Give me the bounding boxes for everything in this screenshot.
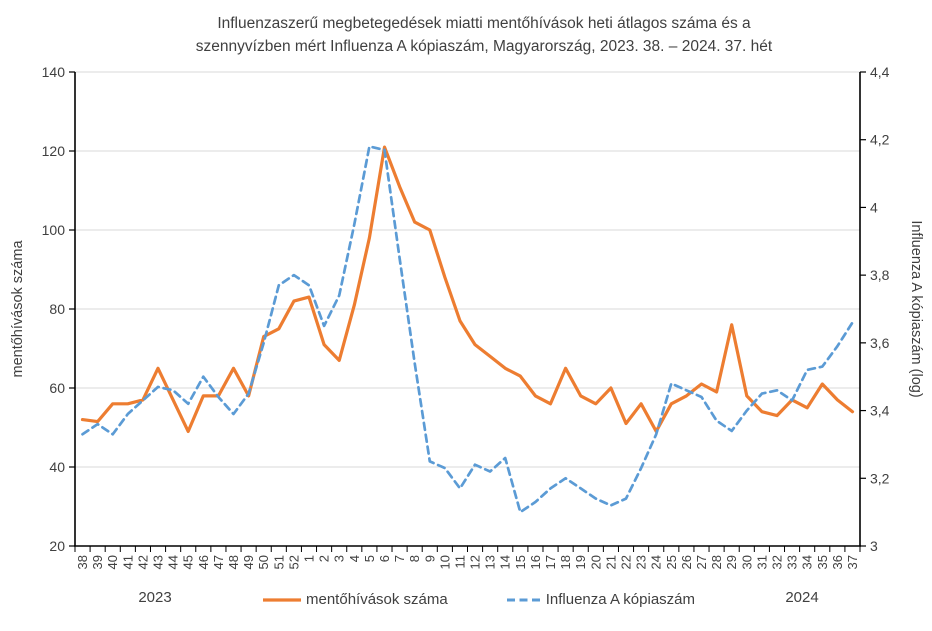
svg-text:33: 33 xyxy=(785,555,800,569)
svg-text:3,2: 3,2 xyxy=(870,470,890,486)
svg-text:42: 42 xyxy=(135,555,150,569)
svg-text:19: 19 xyxy=(573,555,588,569)
svg-text:12: 12 xyxy=(468,555,483,569)
svg-text:5: 5 xyxy=(362,555,377,562)
svg-text:7: 7 xyxy=(392,555,407,562)
svg-text:24: 24 xyxy=(649,555,664,569)
gridlines xyxy=(75,71,860,468)
series-mentohivasok xyxy=(80,145,855,433)
left-axis-title: mentőhívások száma xyxy=(10,240,26,378)
svg-text:13: 13 xyxy=(483,555,498,569)
svg-text:40: 40 xyxy=(49,459,65,475)
svg-text:3: 3 xyxy=(870,538,878,554)
svg-text:20: 20 xyxy=(588,555,603,569)
svg-text:3,6: 3,6 xyxy=(870,335,890,351)
svg-text:8: 8 xyxy=(407,555,422,562)
chart-title-line1: Influenzaszerű megbetegedések miatti men… xyxy=(217,15,751,32)
svg-text:36: 36 xyxy=(830,555,845,569)
svg-text:44: 44 xyxy=(166,555,181,569)
svg-text:46: 46 xyxy=(196,555,211,569)
svg-text:35: 35 xyxy=(815,555,830,569)
svg-text:45: 45 xyxy=(181,555,196,569)
legend-item-influenza: Influenza A kópiaszám xyxy=(506,591,695,608)
svg-text:32: 32 xyxy=(770,555,785,569)
svg-text:40: 40 xyxy=(105,555,120,569)
svg-text:37: 37 xyxy=(845,555,860,569)
svg-text:3,8: 3,8 xyxy=(870,267,890,283)
svg-text:30: 30 xyxy=(739,555,754,569)
chart-title-line2: szennyvízben mért Influenza A kópiaszám,… xyxy=(195,38,773,55)
svg-text:39: 39 xyxy=(90,555,105,569)
svg-text:34: 34 xyxy=(800,555,815,569)
svg-text:4: 4 xyxy=(347,555,362,562)
right-axis-labels: 3 3,2 3,4 3,6 3,8 4 4,2 4,4 xyxy=(860,64,890,554)
svg-text:31: 31 xyxy=(754,555,769,569)
svg-text:51: 51 xyxy=(271,555,286,569)
x-axis-labels: 38 39 40 41 42 43 44 45 46 47 48 49 50 51 52 1 2 3 4 5 6 7 8 9 1… xyxy=(75,555,860,569)
svg-text:4: 4 xyxy=(870,199,878,215)
svg-text:43: 43 xyxy=(151,555,166,569)
svg-text:80: 80 xyxy=(49,301,65,317)
svg-text:6: 6 xyxy=(377,555,392,562)
svg-text:23: 23 xyxy=(634,555,649,569)
svg-text:16: 16 xyxy=(528,555,543,569)
svg-text:14: 14 xyxy=(498,555,513,569)
svg-text:52: 52 xyxy=(286,555,301,569)
svg-text:1: 1 xyxy=(302,555,317,562)
svg-text:3,4: 3,4 xyxy=(870,403,890,419)
left-axis-labels: 20 40 60 80 100 120 140 xyxy=(42,64,75,554)
svg-text:11: 11 xyxy=(453,555,468,569)
svg-text:100: 100 xyxy=(42,222,66,238)
svg-text:48: 48 xyxy=(226,555,241,569)
legend-line-sample-dashed xyxy=(506,598,541,601)
svg-text:9: 9 xyxy=(422,555,437,562)
svg-text:140: 140 xyxy=(42,64,66,80)
svg-text:28: 28 xyxy=(709,555,724,569)
x-axis-year-label-2024: 2024 xyxy=(785,589,819,606)
svg-text:47: 47 xyxy=(211,555,226,569)
svg-text:4,4: 4,4 xyxy=(870,64,890,80)
svg-text:22: 22 xyxy=(619,555,634,569)
chart-title: Influenzaszerű megbetegedések miatti men… xyxy=(0,12,932,58)
svg-text:49: 49 xyxy=(241,555,256,569)
svg-text:20: 20 xyxy=(49,538,65,554)
svg-text:41: 41 xyxy=(120,555,135,569)
legend-item-mentohivasok: mentőhívások száma xyxy=(262,591,448,608)
legend-label-influenza: Influenza A kópiaszám xyxy=(545,591,695,608)
series-influenza xyxy=(81,145,854,514)
right-axis-title: Influenza A kópiaszám (log) xyxy=(908,220,924,397)
legend: mentőhívások száma Influenza A kópiaszám xyxy=(262,591,695,608)
x-axis-ticks xyxy=(74,546,861,552)
svg-text:60: 60 xyxy=(49,380,65,396)
svg-text:10: 10 xyxy=(437,555,452,569)
x-axis-year-label-2023: 2023 xyxy=(138,589,172,606)
svg-text:2: 2 xyxy=(317,555,332,562)
svg-text:29: 29 xyxy=(724,555,739,569)
svg-text:15: 15 xyxy=(513,555,528,569)
svg-text:38: 38 xyxy=(75,555,90,569)
svg-text:21: 21 xyxy=(603,555,618,569)
svg-text:25: 25 xyxy=(664,555,679,569)
svg-text:4,2: 4,2 xyxy=(870,132,890,148)
svg-text:50: 50 xyxy=(256,555,271,569)
svg-text:120: 120 xyxy=(42,143,66,159)
legend-label-mentohivasok: mentőhívások száma xyxy=(306,591,448,608)
svg-text:18: 18 xyxy=(558,555,573,569)
svg-text:27: 27 xyxy=(694,555,709,569)
svg-text:17: 17 xyxy=(543,555,558,569)
svg-text:26: 26 xyxy=(679,555,694,569)
svg-text:3: 3 xyxy=(332,555,347,562)
legend-line-sample-solid xyxy=(263,597,301,602)
